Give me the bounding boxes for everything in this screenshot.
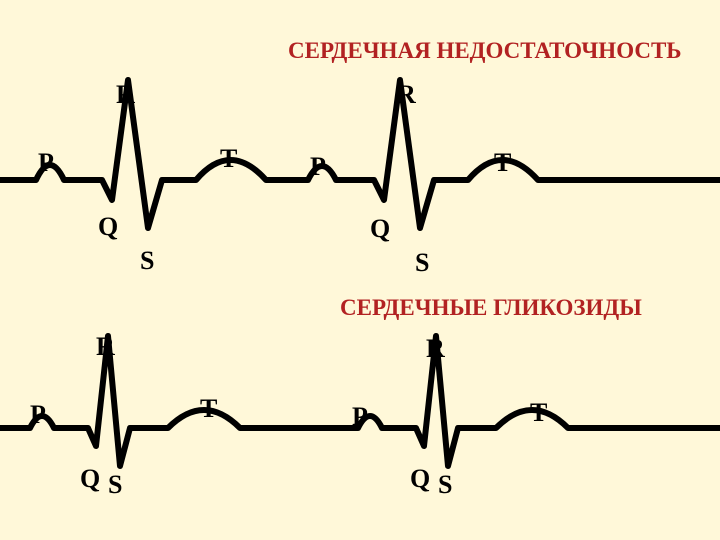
wave-label-s: S [438,470,452,500]
wave-label-t: T [494,148,511,178]
ecg-diagram-canvas: { "background": "#fff8d9", "stroke_color… [0,0,720,540]
wave-label-r: R [116,80,135,110]
wave-label-p: P [310,152,326,182]
wave-label-p: P [38,148,54,178]
wave-label-q: Q [410,464,430,494]
wave-label-s: S [415,248,429,278]
wave-label-q: Q [80,464,100,494]
wave-label-q: Q [98,212,118,242]
wave-label-t: T [220,144,237,174]
wave-label-r: R [96,332,115,362]
ecg-top-trace [0,60,720,280]
wave-label-s: S [140,246,154,276]
wave-label-p: P [352,402,368,432]
wave-label-r: R [426,334,445,364]
wave-label-s: S [108,470,122,500]
wave-label-t: T [200,394,217,424]
wave-label-t: T [530,398,547,428]
wave-label-q: Q [370,214,390,244]
wave-label-p: P [30,400,46,430]
wave-label-r: R [397,80,416,110]
